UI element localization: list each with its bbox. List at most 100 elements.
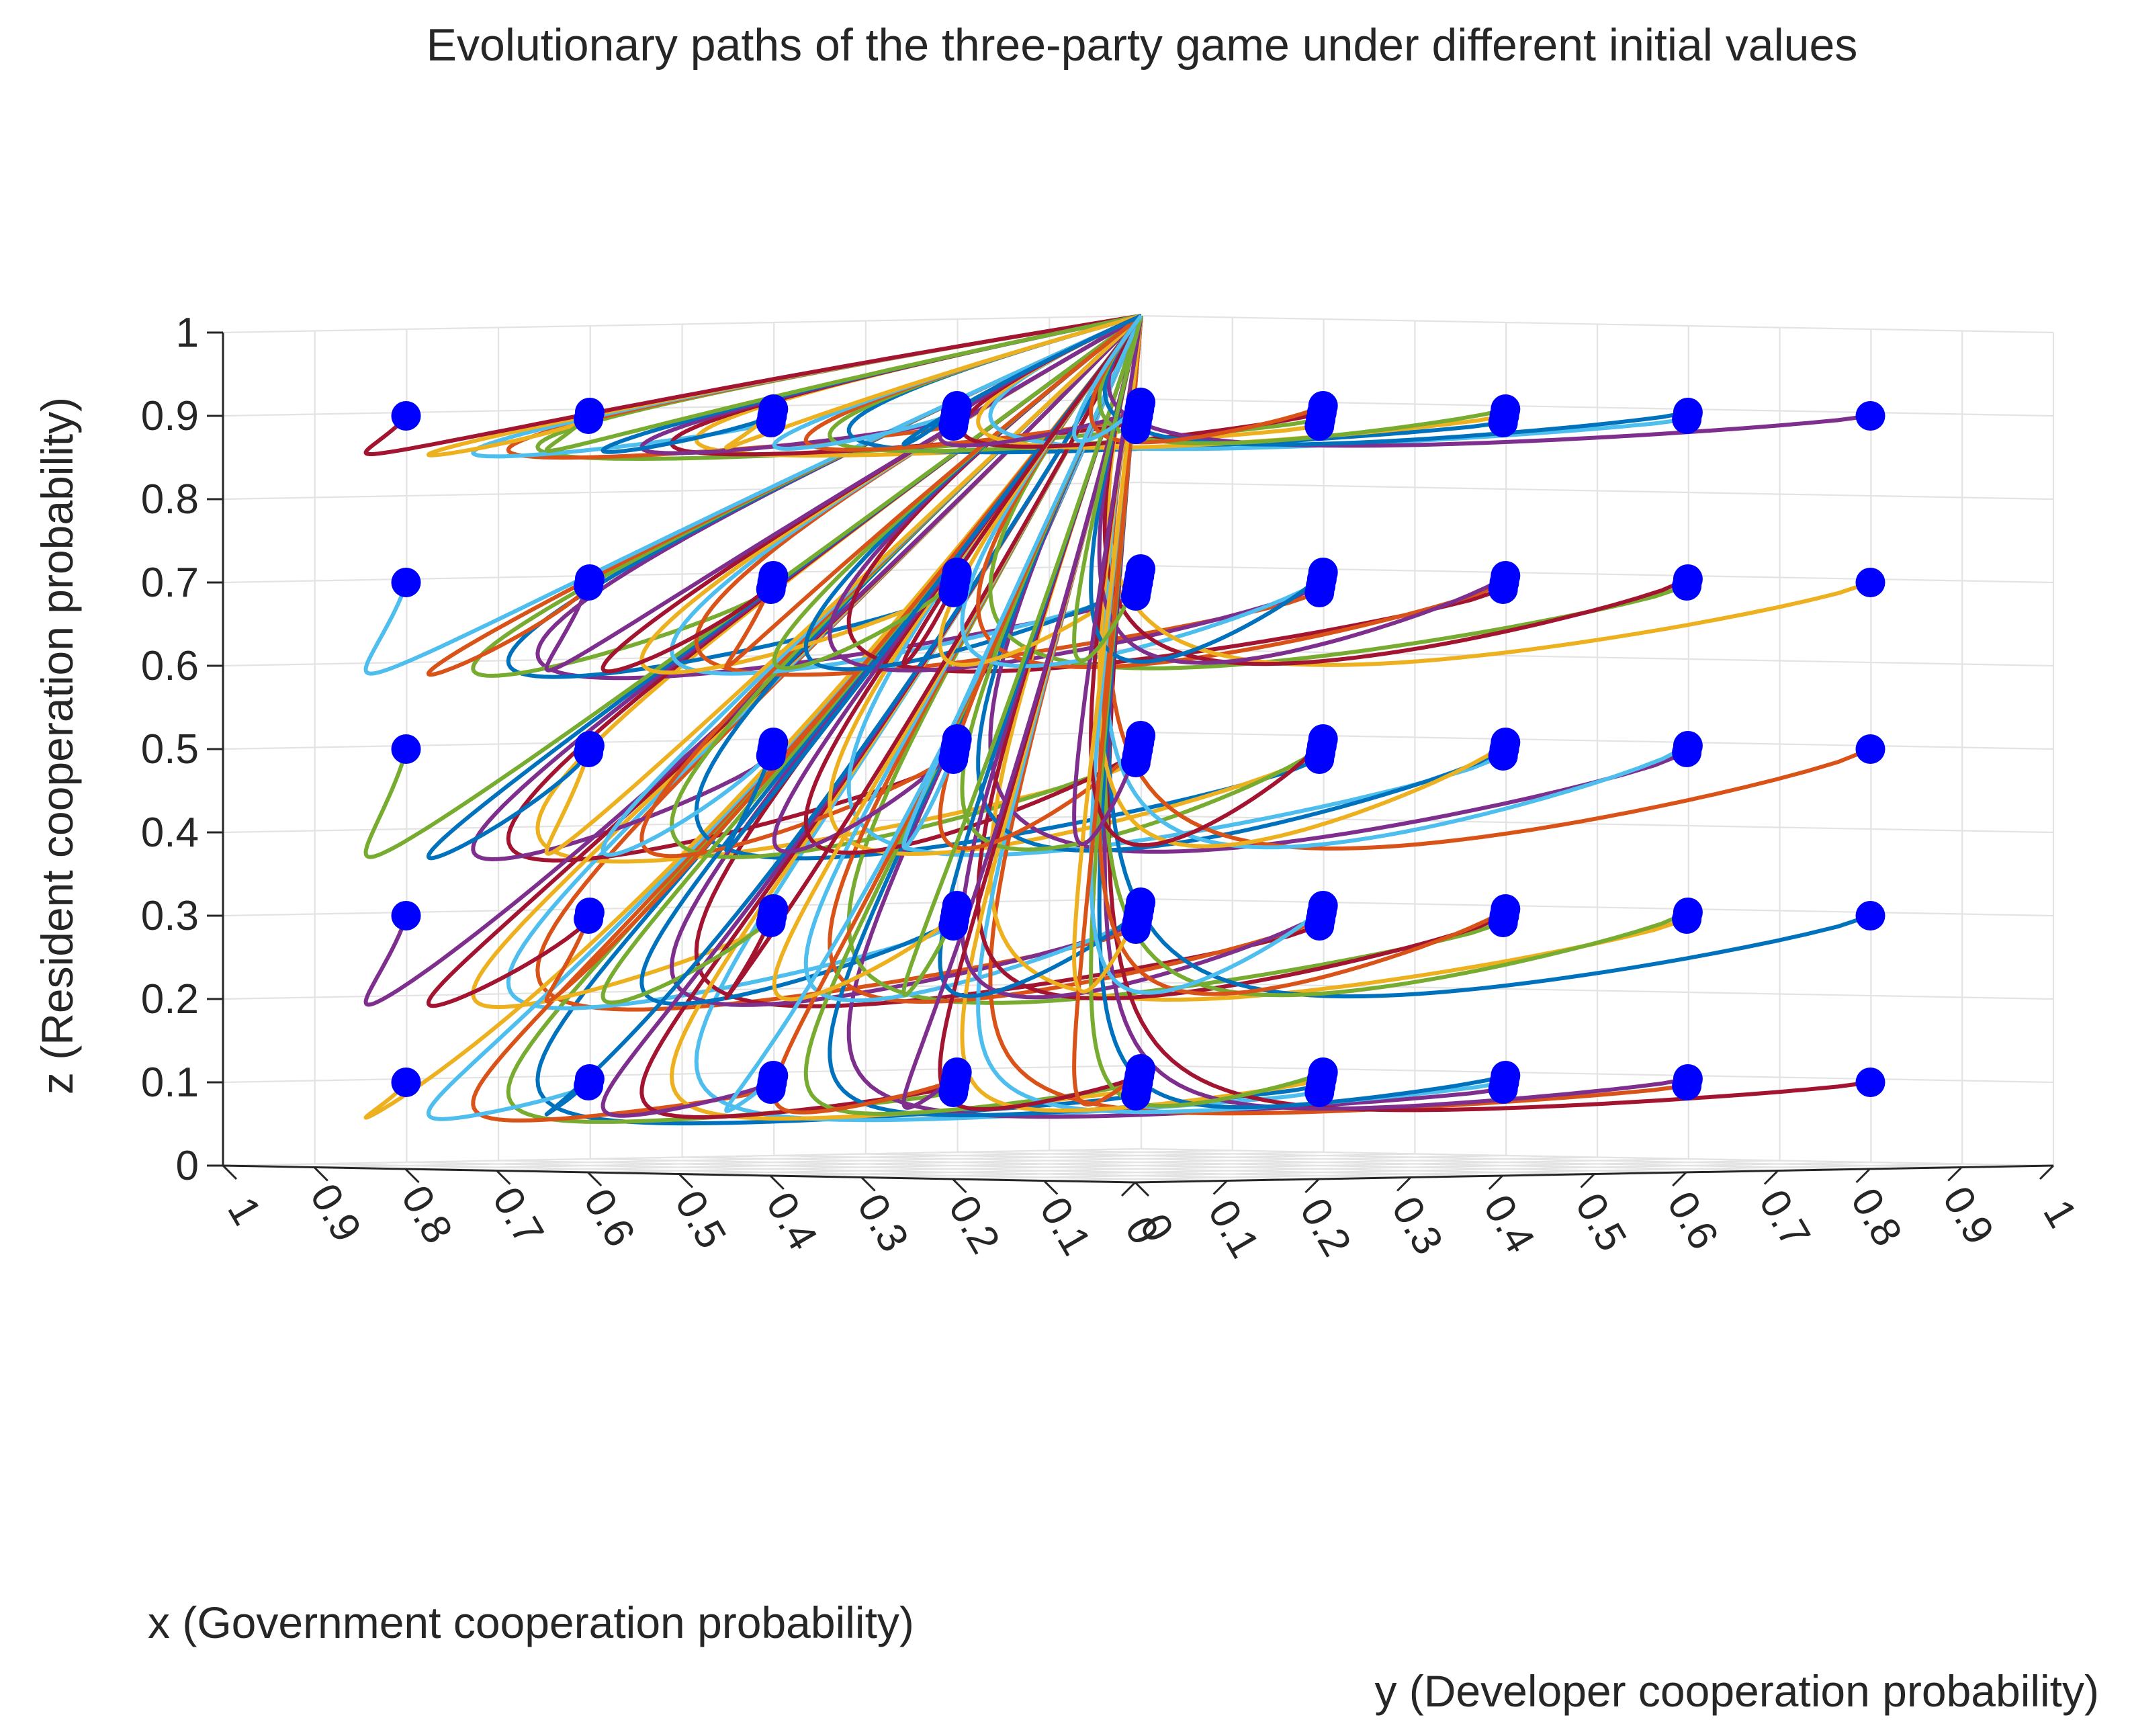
y-axis-label: y (Developer cooperation probability) xyxy=(1374,1666,2099,1716)
initial-point xyxy=(1855,901,1885,930)
initial-point xyxy=(942,1057,972,1087)
evolution-path xyxy=(544,314,1143,856)
evolution-path xyxy=(1072,315,1143,994)
initial-point xyxy=(391,734,421,764)
tick-mark xyxy=(860,1176,876,1192)
grid-line xyxy=(1141,1064,2054,1084)
grid-line xyxy=(865,1153,1778,1172)
initial-point xyxy=(1673,398,1703,427)
initial-point xyxy=(391,1068,421,1097)
evolution-path xyxy=(544,314,1142,453)
evolution-path xyxy=(724,314,1142,450)
z-tick-label: 1 xyxy=(176,310,199,356)
z-tick-label: 0.7 xyxy=(141,560,199,606)
evolution-path xyxy=(363,314,1143,676)
evolution-path xyxy=(960,314,1323,668)
evolution-path xyxy=(724,314,1143,1113)
initial-point xyxy=(1855,1068,1885,1097)
initial-point xyxy=(1855,734,1885,764)
grid-line xyxy=(222,1064,1142,1084)
initial-point xyxy=(1491,728,1521,757)
tick-mark xyxy=(313,1166,328,1182)
initial-point xyxy=(1491,1061,1521,1090)
evolution-path xyxy=(363,314,1142,456)
tick-mark xyxy=(678,1173,694,1188)
initial-point xyxy=(942,724,972,754)
initial-point xyxy=(1126,721,1156,750)
initial-point xyxy=(1308,558,1338,587)
initial-point xyxy=(942,391,972,421)
grid-line xyxy=(222,898,1142,917)
evolution-path xyxy=(1089,315,1324,1108)
evolution-path xyxy=(976,315,1505,1001)
initial-point xyxy=(1491,894,1521,924)
evolution-path xyxy=(1072,314,1143,443)
tick-mark xyxy=(1134,1181,1150,1197)
tick-mark xyxy=(1855,1168,1871,1184)
grid-line xyxy=(222,314,1142,334)
grid-line xyxy=(406,1161,1319,1180)
grid-line xyxy=(1141,1147,2054,1167)
grid-line xyxy=(1141,481,2054,501)
evolution-path xyxy=(846,314,1504,1005)
grid-line xyxy=(957,1151,1870,1170)
grid-line xyxy=(1141,898,2054,917)
initial-point xyxy=(1126,554,1156,584)
evolution-path xyxy=(1106,315,1871,667)
tick-mark xyxy=(1580,1173,1595,1188)
initial-point xyxy=(758,728,789,757)
initial-point xyxy=(1491,561,1521,591)
grid-line xyxy=(1049,1149,1962,1168)
grid-line xyxy=(1141,314,2054,334)
tick-mark xyxy=(1488,1174,1503,1190)
tick-mark xyxy=(1763,1170,1779,1185)
grid-line xyxy=(1141,731,2054,750)
initial-point xyxy=(574,898,605,927)
initial-point xyxy=(1673,564,1703,594)
evolution-path xyxy=(1089,315,1325,995)
evolution-path xyxy=(960,315,1323,1000)
evolution-path xyxy=(544,314,1143,1004)
tick-mark xyxy=(587,1171,603,1187)
initial-point xyxy=(1126,887,1156,917)
z-tick-label: 0.6 xyxy=(141,643,199,689)
initial-point xyxy=(1308,1057,1338,1087)
tick-mark xyxy=(769,1174,785,1190)
evolution-path xyxy=(1072,315,1143,847)
evolution-path xyxy=(901,315,1143,997)
evolution-path xyxy=(938,315,1143,998)
grid-line xyxy=(222,481,1142,501)
evolution-path xyxy=(938,314,1143,667)
evolution-path xyxy=(988,314,1688,854)
initial-point xyxy=(758,394,789,424)
evolution-path xyxy=(1072,315,1143,1106)
points-layer xyxy=(391,388,1885,1111)
initial-point xyxy=(1491,394,1521,424)
tick-mark xyxy=(1120,1181,1137,1197)
chart-title: Evolutionary paths of the three-party ga… xyxy=(427,19,1858,71)
evolution-path xyxy=(901,314,1143,447)
initial-point xyxy=(1308,724,1338,754)
evolution-path xyxy=(1089,315,1325,847)
evolution-path xyxy=(1102,315,1689,850)
initial-point xyxy=(574,731,605,761)
z-axis-label: z (Resident cooperation probability) xyxy=(32,397,82,1094)
z-tick-label: 0.2 xyxy=(141,976,199,1023)
paths-layer xyxy=(363,314,1871,1126)
evolution-path xyxy=(724,314,1143,853)
x-axis-label: x (Government cooperation probability) xyxy=(148,1598,914,1647)
tick-mark xyxy=(1043,1180,1059,1195)
initial-point xyxy=(758,561,789,591)
grid-line xyxy=(222,1147,1142,1167)
tick-mark xyxy=(1212,1180,1228,1195)
evolution-path xyxy=(724,314,1143,669)
z-tick-label: 0.9 xyxy=(141,393,199,439)
z-tick-label: 0.8 xyxy=(141,476,199,523)
evolution-path xyxy=(1097,315,1507,665)
initial-point xyxy=(942,558,972,587)
tick-mark xyxy=(496,1170,511,1185)
z-tick-label: 0 xyxy=(176,1143,199,1189)
initial-point xyxy=(1126,1054,1156,1084)
